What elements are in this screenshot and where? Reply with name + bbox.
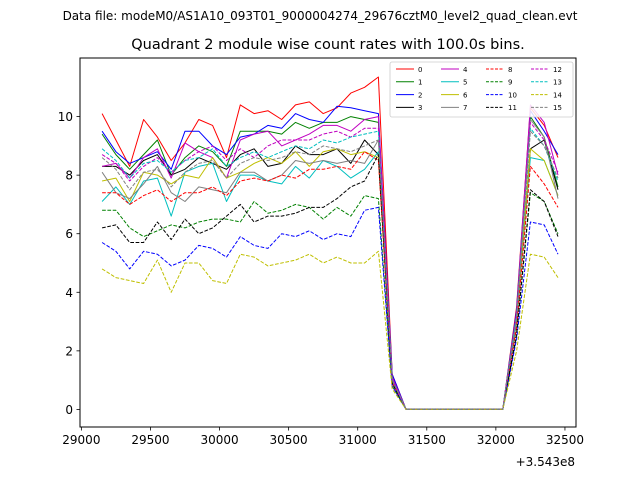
x-tick-label: 29500 <box>131 433 169 447</box>
x-tick-label: 31000 <box>339 433 377 447</box>
x-tick-label: 31500 <box>408 433 446 447</box>
legend-label-4: 4 <box>463 66 468 74</box>
legend-label-12: 12 <box>553 66 562 74</box>
chart-title: Quadrant 2 module wise count rates with … <box>131 37 525 53</box>
x-axis-offset-label: +3.543e8 <box>516 455 575 469</box>
legend-label-9: 9 <box>508 79 512 87</box>
y-tick-label: 0 <box>65 403 73 417</box>
x-tick-label: 30000 <box>200 433 238 447</box>
plot-area: 29000 29500 30000 30500 31000 31500 32000 32500… <box>58 57 584 447</box>
legend-label-5: 5 <box>463 79 467 87</box>
legend-box <box>389 61 574 118</box>
x-tick-label: 29000 <box>62 433 100 447</box>
axes-frame <box>79 57 577 428</box>
legend-label-10: 10 <box>508 91 517 99</box>
y-tick-label: 8 <box>65 169 73 183</box>
y-tick-label: 6 <box>65 227 73 241</box>
legend-label-1: 1 <box>418 79 422 87</box>
x-tick-label: 30500 <box>270 433 308 447</box>
series-line-15 <box>101 130 559 410</box>
legend-label-7: 7 <box>463 104 467 112</box>
y-tick-label: 10 <box>58 110 73 124</box>
legend-label-2: 2 <box>418 91 422 99</box>
x-tick-label: 32000 <box>477 433 515 447</box>
legend-label-6: 6 <box>463 91 468 99</box>
series-line-8 <box>102 151 559 410</box>
legend-label-8: 8 <box>508 66 512 74</box>
legend-label-11: 11 <box>508 104 517 112</box>
legend-label-3: 3 <box>418 104 422 112</box>
legend-label-13: 13 <box>553 79 562 87</box>
suptitle: Data file: modeM0/AS1A10_093T01_90000042… <box>63 9 578 23</box>
legend-label-15: 15 <box>553 104 562 112</box>
y-tick-label: 2 <box>65 344 73 358</box>
series-lines <box>101 76 559 410</box>
legend-label-0: 0 <box>418 66 422 74</box>
x-tick-label: 32500 <box>546 433 584 447</box>
series-line-10 <box>101 206 559 410</box>
legend-label-14: 14 <box>553 91 562 99</box>
y-tick-label: 4 <box>65 286 73 300</box>
